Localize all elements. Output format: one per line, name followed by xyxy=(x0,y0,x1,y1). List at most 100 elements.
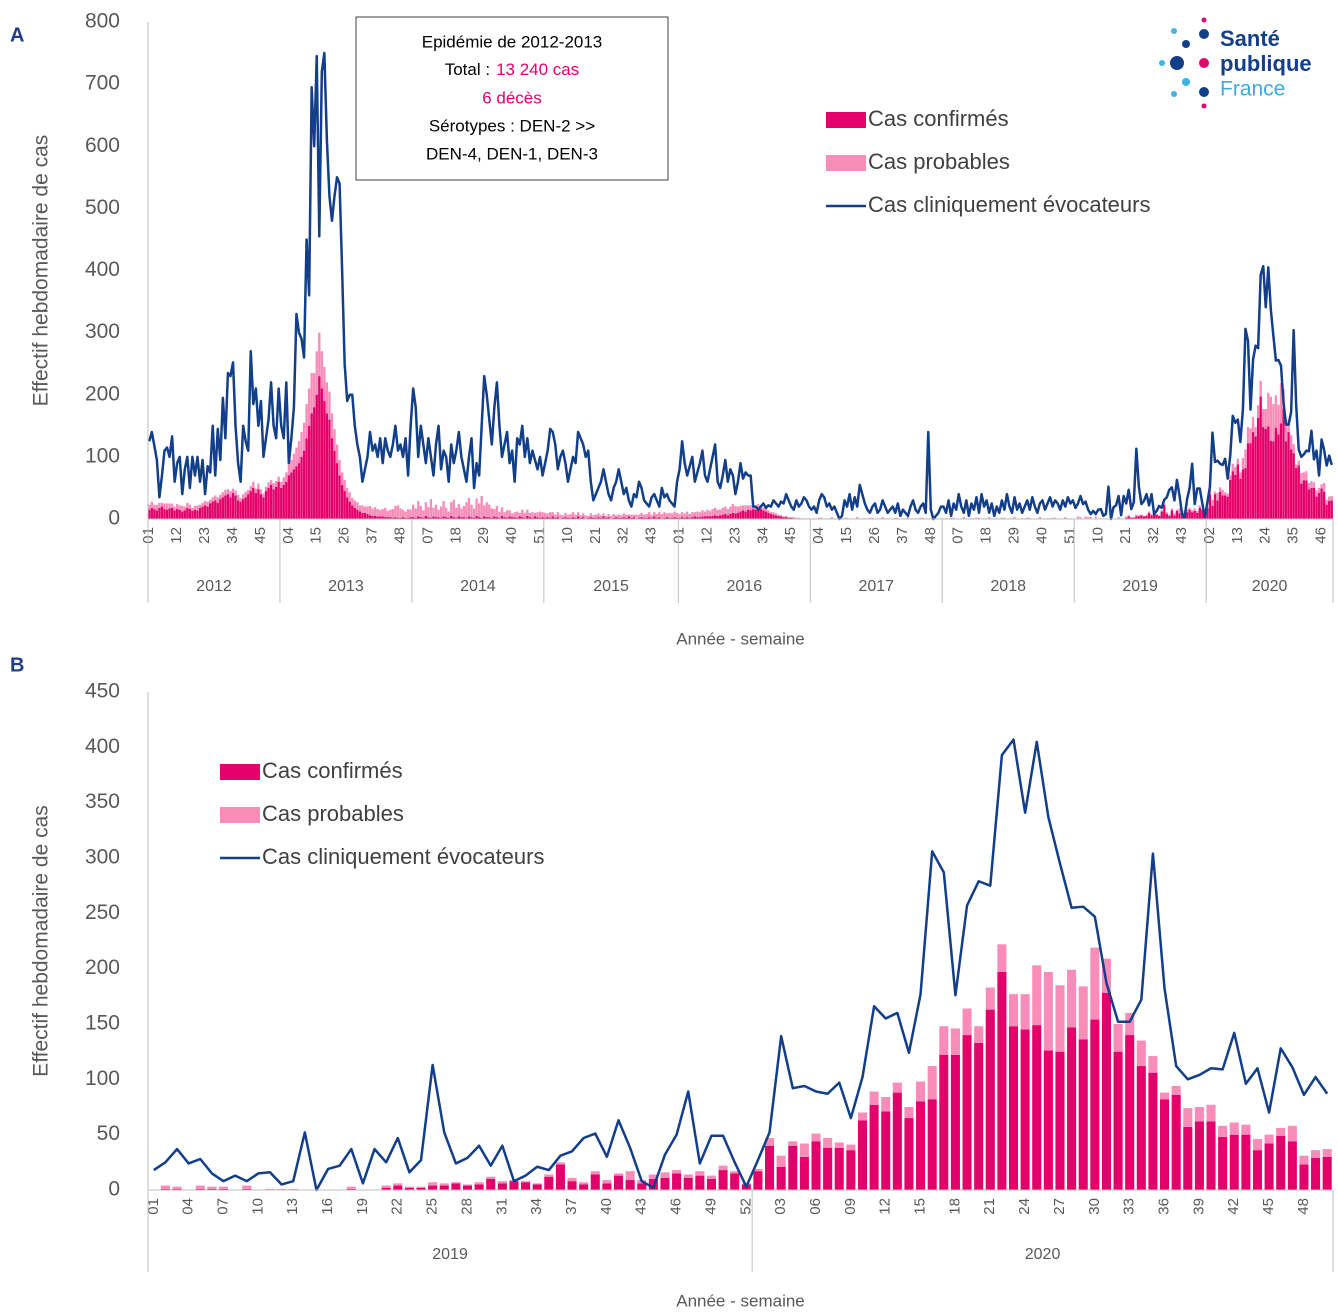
bar xyxy=(401,517,405,519)
bar xyxy=(1038,517,1042,519)
bar xyxy=(1194,1107,1204,1122)
bar xyxy=(1289,435,1293,450)
bar xyxy=(490,508,493,518)
bar xyxy=(1206,1104,1216,1122)
annotation-frame xyxy=(355,16,669,181)
bar xyxy=(493,509,496,517)
bar xyxy=(465,517,468,519)
bar xyxy=(498,511,501,518)
bar xyxy=(1145,515,1148,519)
bar xyxy=(788,1145,798,1190)
annotation-deaths: 6 décès xyxy=(482,88,542,107)
bar xyxy=(1180,515,1184,519)
bar xyxy=(1135,514,1138,517)
x-tick-label: 51 xyxy=(531,527,548,544)
bar xyxy=(277,476,280,482)
bar xyxy=(698,517,702,519)
logo-dot xyxy=(1171,28,1177,34)
bar xyxy=(1090,947,1100,1020)
bar xyxy=(313,373,316,408)
bar xyxy=(567,1181,577,1190)
bar xyxy=(490,517,493,519)
bar xyxy=(455,517,458,519)
bar xyxy=(592,515,595,518)
bar xyxy=(962,1035,972,1190)
bar xyxy=(834,1147,844,1190)
logo-text: Santé xyxy=(1220,26,1280,51)
bar xyxy=(424,502,428,516)
bar xyxy=(567,1177,577,1182)
bar xyxy=(574,514,577,518)
bar xyxy=(1325,499,1328,505)
bar xyxy=(551,512,554,517)
bar xyxy=(282,484,285,519)
bar xyxy=(1090,1019,1100,1190)
bar xyxy=(785,515,788,518)
bar xyxy=(645,517,648,519)
bar xyxy=(695,1175,705,1190)
bar xyxy=(830,517,834,519)
group-label: 2015 xyxy=(593,578,629,595)
bar xyxy=(881,1097,891,1112)
bar xyxy=(399,517,402,519)
bar xyxy=(351,497,354,506)
bar xyxy=(820,517,823,519)
bar xyxy=(229,497,232,519)
bar xyxy=(462,517,466,519)
bar xyxy=(302,422,306,451)
bar xyxy=(455,507,458,518)
bar xyxy=(706,1175,716,1179)
bar xyxy=(346,497,349,519)
bar xyxy=(287,475,290,519)
bar xyxy=(447,511,450,518)
bar xyxy=(242,1188,252,1190)
bar xyxy=(668,512,671,518)
bar xyxy=(288,1188,298,1190)
bar xyxy=(1140,515,1143,519)
bar xyxy=(1158,515,1161,516)
bar xyxy=(231,492,235,519)
bar xyxy=(346,1186,356,1189)
bar xyxy=(361,505,364,513)
x-tick-label: 37 xyxy=(894,527,911,544)
bar xyxy=(1241,458,1245,470)
bar xyxy=(434,504,438,518)
y-tick-label: 0 xyxy=(108,1178,120,1201)
bar xyxy=(782,516,785,518)
annotation-title: Epidémie de 2012-2013 xyxy=(422,32,603,51)
bar xyxy=(1322,482,1326,492)
bar xyxy=(394,517,397,519)
x-tick-label: 45 xyxy=(782,527,799,544)
bar xyxy=(427,507,430,518)
bar xyxy=(777,515,780,519)
bar xyxy=(460,508,463,518)
bar xyxy=(1231,463,1234,472)
bar xyxy=(574,517,577,519)
bar xyxy=(434,517,438,519)
bar xyxy=(716,509,719,516)
bar xyxy=(630,514,633,518)
x-tick-label: 29 xyxy=(475,527,492,544)
bar xyxy=(356,502,359,510)
bar xyxy=(1276,1135,1286,1190)
x-tick-label: 37 xyxy=(563,1198,580,1215)
bar xyxy=(869,1091,879,1105)
bar xyxy=(691,512,694,518)
bar xyxy=(1032,965,1042,1026)
bar xyxy=(241,494,245,500)
bar xyxy=(594,517,598,519)
bar xyxy=(757,507,760,519)
bar xyxy=(1322,1156,1332,1190)
bar xyxy=(650,517,653,519)
bar xyxy=(658,517,661,519)
group-label: 2019 xyxy=(1122,578,1158,595)
bar xyxy=(1269,440,1272,519)
bar xyxy=(977,517,981,519)
bar xyxy=(1311,1150,1321,1158)
bar xyxy=(155,510,159,519)
bar xyxy=(962,517,965,519)
bar xyxy=(1155,514,1158,519)
bar xyxy=(655,514,658,518)
bar xyxy=(916,1081,926,1102)
logo-text: publique xyxy=(1220,51,1312,76)
